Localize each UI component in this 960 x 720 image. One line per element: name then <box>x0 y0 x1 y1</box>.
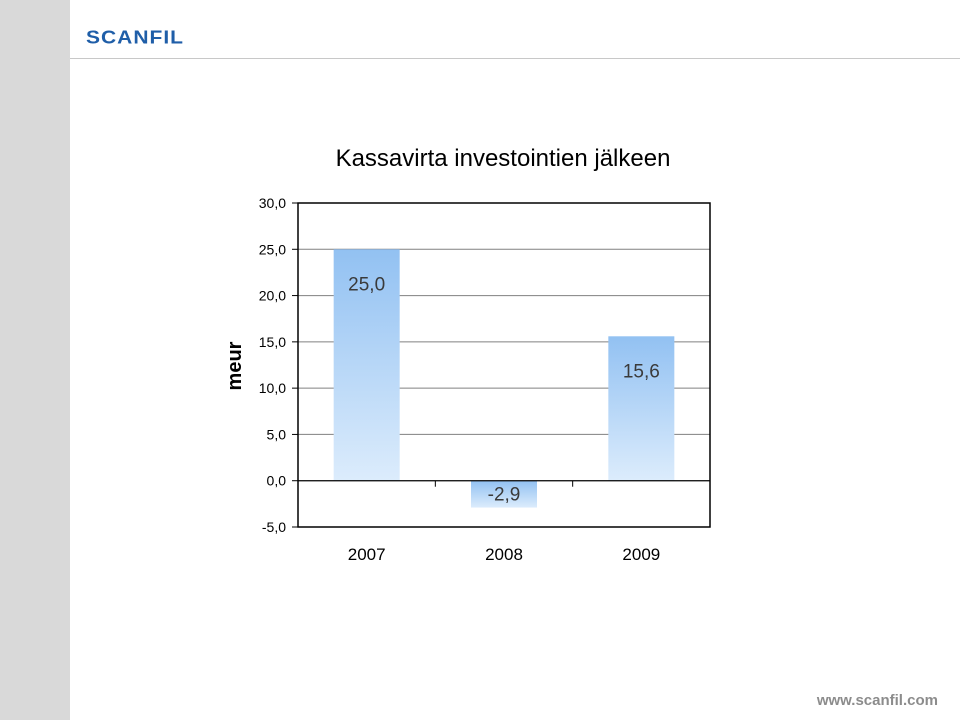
side-band <box>0 0 70 720</box>
axes <box>298 480 710 487</box>
bar-2009 <box>608 336 675 481</box>
y-tick-label: 30,0 <box>259 195 286 211</box>
x-category-label: 2007 <box>348 545 386 564</box>
website-url: www.scanfil.com <box>816 692 938 709</box>
bar-2008 <box>471 480 537 508</box>
header-divider <box>70 58 960 59</box>
x-axis-categories: 2007 2008 2009 <box>348 545 660 564</box>
bar-2007 <box>333 249 400 481</box>
y-tick-label: 10,0 <box>259 380 286 396</box>
x-category-label: 2009 <box>622 545 660 564</box>
y-tick-label: 25,0 <box>259 241 286 257</box>
y-axis-label: meur <box>224 341 246 390</box>
data-label-2009: 15,6 <box>623 361 660 382</box>
data-labels: 25,0 -2,9 15,6 <box>348 274 660 505</box>
data-label-2008: -2,9 <box>488 485 521 506</box>
x-category-label: 2008 <box>485 545 523 564</box>
chart-title: Kassavirta investointien jälkeen <box>336 145 671 172</box>
data-label-2007: 25,0 <box>348 274 385 295</box>
y-tick-label: 0,0 <box>267 473 287 489</box>
y-tick-label: 15,0 <box>259 334 286 350</box>
scanfil-logo: SCANFIL <box>86 27 184 48</box>
y-axis-ticks: 30,0 25,0 20,0 15,0 10,0 5,0 0,0 -5,0 <box>259 195 298 535</box>
y-tick-label: 20,0 <box>259 288 286 304</box>
plot-frame <box>297 202 711 528</box>
y-tick-label: -5,0 <box>262 519 286 535</box>
bars <box>333 249 675 508</box>
y-tick-label: 5,0 <box>267 426 287 442</box>
